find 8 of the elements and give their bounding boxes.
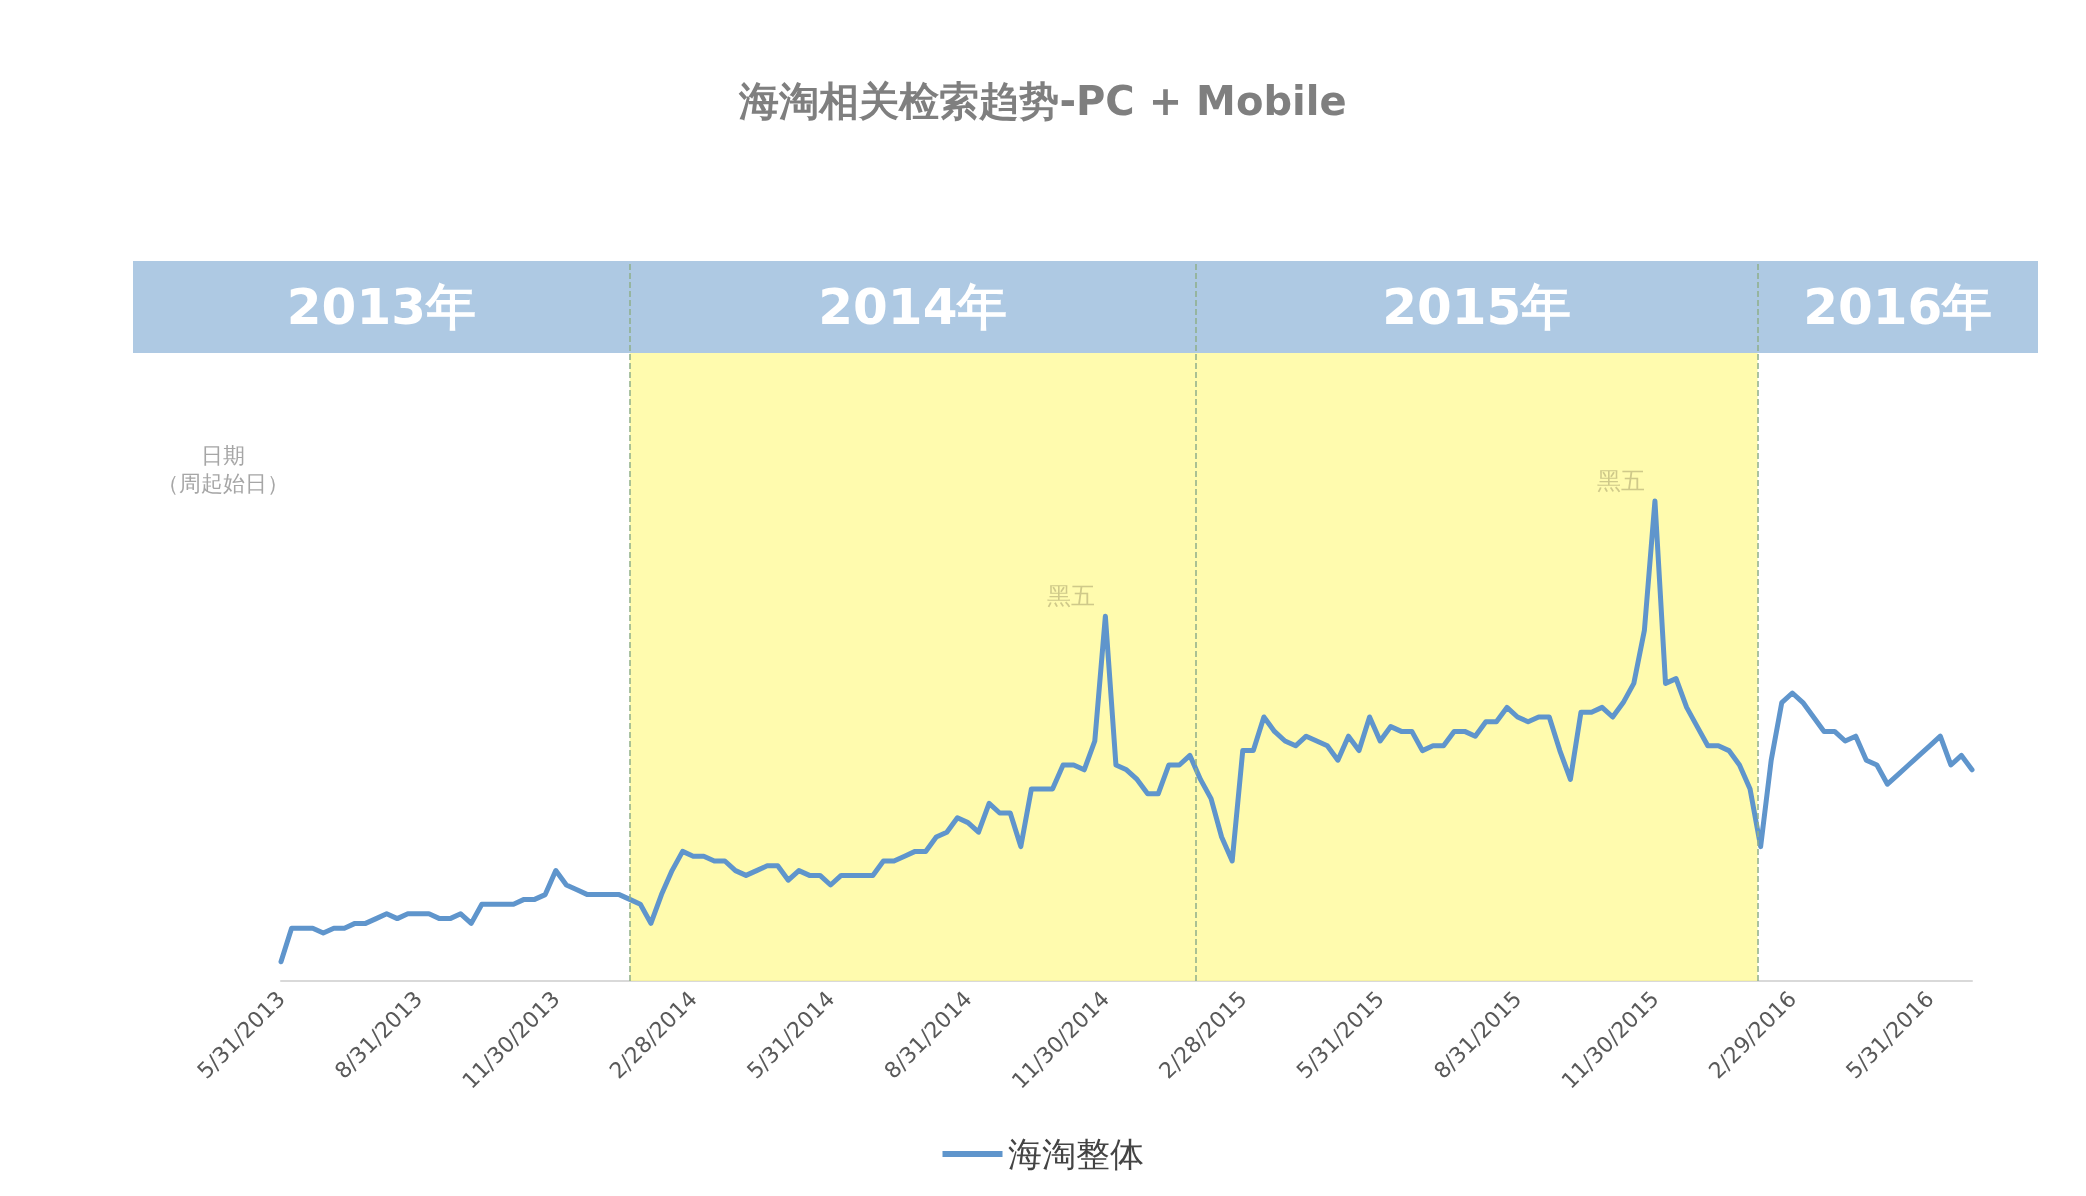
text: 2013年	[286, 278, 476, 336]
text: 2016年	[1803, 278, 1993, 336]
text: （周起始日）	[157, 470, 289, 496]
text: 2015年	[1382, 278, 1572, 336]
legend-label: 海淘整体	[1007, 1134, 1144, 1174]
chart-title: 海淘相关检索趋势-PC + Mobile	[738, 78, 1347, 124]
text: 2014年	[818, 278, 1008, 336]
text: 日期	[201, 442, 245, 468]
